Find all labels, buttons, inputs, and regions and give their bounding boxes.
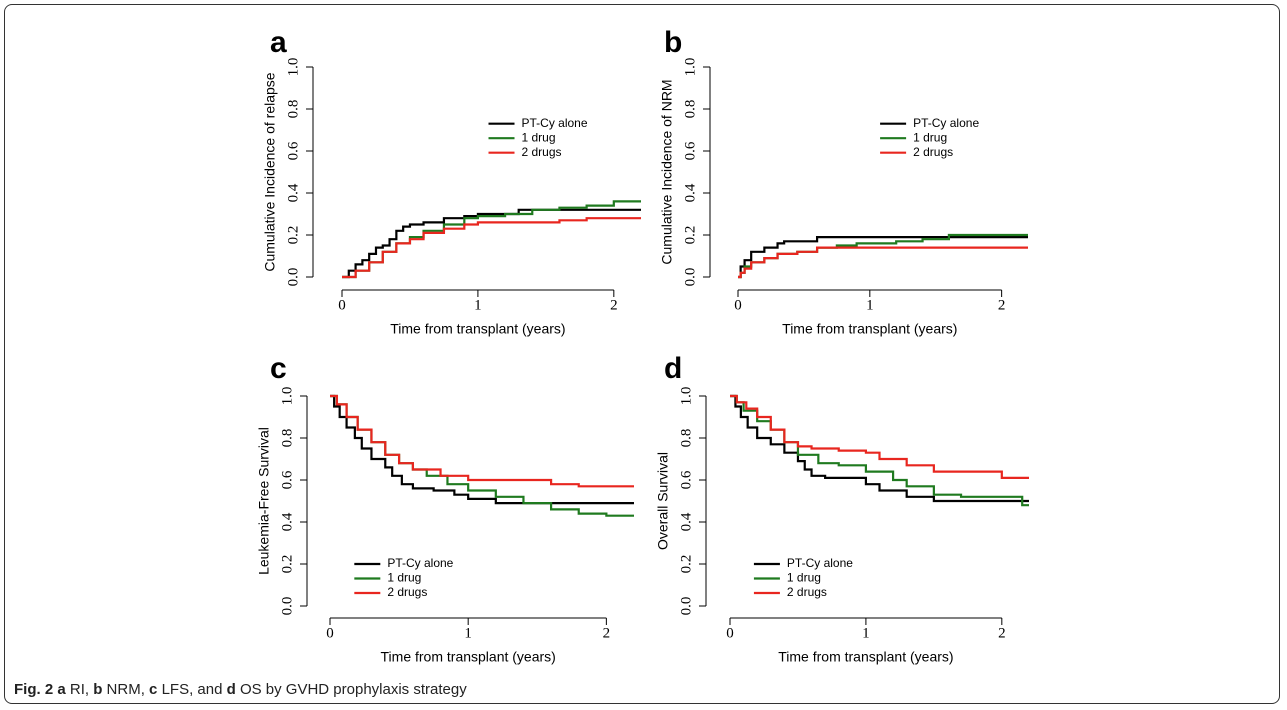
x-axis-label: Time from transplant (years): [782, 321, 957, 337]
y-tick-label: 0.8: [678, 429, 694, 448]
x-tick-label: 0: [726, 625, 734, 641]
panel-label: a: [270, 26, 287, 59]
y-tick-label: 0.0: [678, 597, 694, 616]
y-tick-label: 0.0: [279, 597, 295, 616]
caption-part: Fig. 2: [14, 681, 54, 698]
x-tick-label: 2: [610, 297, 618, 313]
panel-label: d: [664, 352, 682, 385]
y-tick-label: 0.6: [285, 141, 301, 160]
legend-label: 1 drug: [913, 130, 947, 144]
step-line: [738, 246, 1028, 279]
y-axis-label: Leukemia-Free Survival: [256, 427, 272, 575]
step-line: [330, 394, 634, 517]
caption-part: LFS, and: [161, 681, 223, 698]
x-tick-label: 2: [603, 625, 611, 641]
caption-part: RI,: [69, 681, 90, 698]
x-tick-label: 1: [474, 297, 482, 313]
legend-label: 2 drugs: [387, 585, 427, 599]
y-axis-label: Overall Survival: [655, 452, 671, 550]
x-tick-label: 1: [862, 625, 870, 641]
legend-label: 1 drug: [522, 130, 556, 144]
x-tick-label: 2: [998, 625, 1006, 641]
y-tick-label: 0.6: [279, 470, 295, 489]
y-tick-label: 1.0: [678, 387, 694, 406]
y-tick-label: 0.2: [682, 226, 698, 245]
step-line: [342, 217, 641, 279]
y-tick-label: 0.6: [678, 470, 694, 489]
caption-part: d: [226, 681, 236, 698]
legend-label: 2 drugs: [787, 585, 827, 599]
legend-label: 2 drugs: [522, 145, 562, 159]
y-tick-label: 0.4: [279, 512, 295, 531]
y-tick-label: 0.8: [279, 429, 295, 448]
y-tick-label: 0.2: [279, 555, 295, 574]
y-tick-label: 0.4: [678, 512, 694, 531]
y-tick-label: 0.4: [682, 183, 698, 202]
step-line: [342, 208, 641, 279]
y-axis-label: Cumulative Incidence of relapse: [262, 72, 278, 271]
caption-part: NRM,: [106, 681, 145, 698]
y-tick-label: 0.4: [285, 183, 301, 202]
caption: Fig. 2 a RI, b NRM, c LFS, and d OS by G…: [14, 681, 467, 698]
step-line: [330, 394, 634, 488]
x-tick-label: 2: [998, 297, 1006, 313]
step-line: [342, 200, 641, 279]
caption-part: OS by GVHD prophylaxis strategy: [239, 681, 467, 698]
x-tick-label: 0: [734, 297, 742, 313]
y-tick-label: 0.8: [285, 100, 301, 119]
x-axis-label: Time from transplant (years): [778, 649, 953, 665]
y-axis-label: Cumulative Incidence of NRM: [659, 79, 675, 264]
y-tick-label: 0.6: [682, 141, 698, 160]
y-tick-label: 1.0: [682, 58, 698, 77]
x-axis-label: Time from transplant (years): [390, 321, 565, 337]
y-tick-label: 0.0: [682, 268, 698, 287]
legend-label: PT-Cy alone: [387, 556, 453, 570]
x-tick-label: 1: [464, 625, 472, 641]
panel-label: b: [664, 26, 682, 59]
x-tick-label: 0: [326, 625, 334, 641]
step-line: [730, 394, 1029, 503]
legend-label: 2 drugs: [913, 145, 953, 159]
frame: [4, 4, 1280, 704]
x-tick-label: 1: [866, 297, 874, 313]
y-tick-label: 1.0: [279, 387, 295, 406]
caption-part: b: [93, 681, 103, 698]
charts: a 0.0 0.2 0.4 0.6 0.8 1.0 Cumulative Incidence …: [256, 26, 1029, 665]
step-line: [738, 233, 1028, 279]
legend-label: PT-Cy alone: [787, 556, 853, 570]
y-tick-label: 0.8: [682, 100, 698, 119]
y-tick-label: 0.0: [285, 268, 301, 287]
y-tick-label: 1.0: [285, 58, 301, 77]
y-tick-label: 0.2: [678, 555, 694, 574]
x-tick-label: 0: [338, 297, 346, 313]
y-tick-label: 0.2: [285, 226, 301, 245]
x-axis-label: Time from transplant (years): [381, 649, 556, 665]
legend-label: PT-Cy alone: [913, 116, 979, 130]
caption-part: c: [149, 681, 158, 698]
step-line: [730, 394, 1029, 479]
legend-label: PT-Cy alone: [522, 116, 588, 130]
legend-label: 1 drug: [787, 571, 821, 585]
step-line: [738, 236, 1028, 279]
legend-label: 1 drug: [387, 571, 421, 585]
caption-part: a: [57, 681, 66, 698]
step-line: [330, 394, 634, 505]
panel-label: c: [270, 352, 287, 385]
